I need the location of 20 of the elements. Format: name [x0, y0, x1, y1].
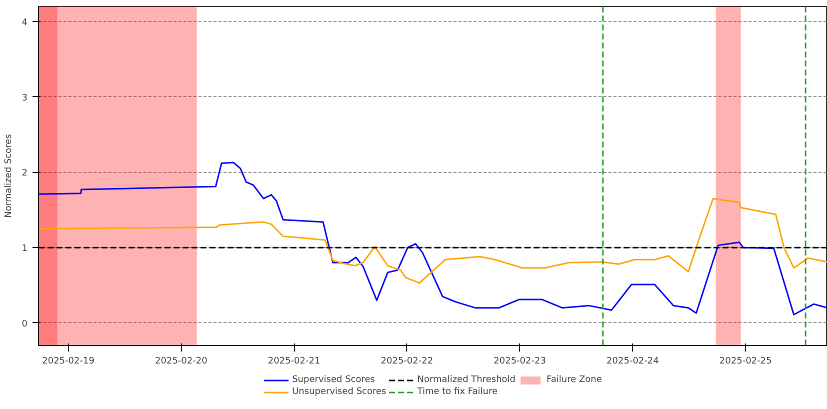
y-tick-label: 4 [22, 18, 28, 28]
y-axis-title: Normalized Scores [4, 134, 14, 218]
y-tick-label: 2 [22, 168, 28, 179]
x-tick-label: 2025-02-20 [155, 356, 208, 366]
legend-label: Normalized Threshold [417, 375, 516, 385]
line-series [38, 162, 827, 316]
line-series [38, 198, 827, 284]
legend-label: Unsupervised Scores [292, 387, 386, 397]
y-tick-label: 3 [22, 93, 28, 104]
legend-label: Failure Zone [546, 375, 602, 385]
x-tick-label: 2025-02-19 [42, 356, 95, 366]
y-tick-label: 1 [22, 244, 28, 254]
legend-label: Time to fix Failure [417, 387, 498, 397]
y-tick-label: 0 [22, 319, 28, 330]
x-tick-label: 2025-02-21 [268, 356, 320, 366]
x-tick-label: 2025-02-22 [380, 356, 434, 366]
x-tick-label: 2025-02-23 [494, 356, 546, 366]
legend-label: Supervised Scores [292, 375, 375, 385]
x-tick-label: 2025-02-25 [719, 356, 772, 366]
x-tick-label: 2025-02-24 [606, 356, 660, 366]
